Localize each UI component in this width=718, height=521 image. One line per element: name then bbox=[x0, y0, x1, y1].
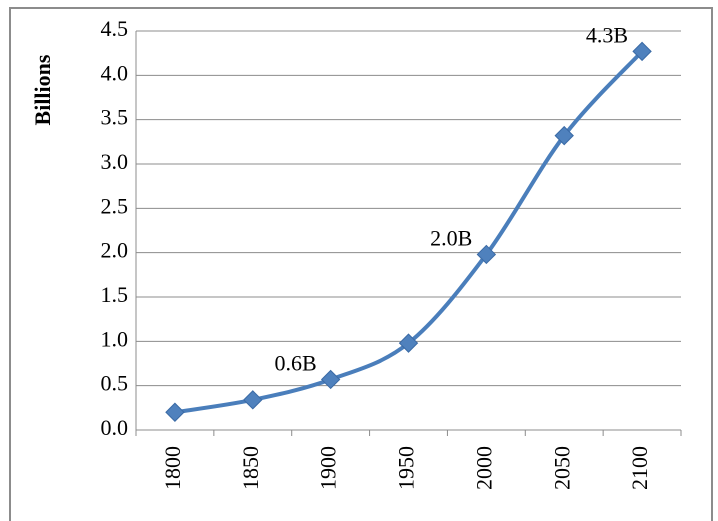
x-tick-label: 2100 bbox=[627, 446, 652, 490]
x-tick-label: 1950 bbox=[394, 446, 419, 490]
y-tick-label: 0.0 bbox=[101, 415, 129, 440]
data-point bbox=[398, 333, 419, 353]
series-line bbox=[174, 50, 644, 415]
y-tick-label: 2.0 bbox=[101, 238, 129, 263]
y-tick-label: 1.0 bbox=[101, 326, 129, 351]
data-point bbox=[165, 402, 185, 422]
y-tick-label: 4.0 bbox=[101, 60, 129, 85]
y-axis-title: Billions bbox=[30, 54, 55, 125]
y-tick-label: 2.5 bbox=[101, 193, 129, 218]
data-point bbox=[243, 390, 263, 410]
x-tick-label: 1900 bbox=[316, 446, 341, 490]
data-label: 0.6B bbox=[274, 351, 316, 376]
x-tick-label: 2050 bbox=[549, 446, 574, 490]
y-tick-label: 0.5 bbox=[101, 371, 129, 396]
data-label: 4.3B bbox=[586, 22, 628, 47]
x-tick-label: 1800 bbox=[160, 446, 185, 490]
chart-frame bbox=[9, 7, 713, 521]
y-tick-label: 4.5 bbox=[101, 16, 129, 41]
y-tick-label: 3.0 bbox=[101, 149, 129, 174]
x-tick-label: 2000 bbox=[471, 446, 496, 490]
data-label: 2.0B bbox=[430, 225, 472, 250]
data-point bbox=[320, 369, 341, 390]
data-point bbox=[476, 244, 497, 265]
x-tick-label: 1850 bbox=[238, 446, 263, 490]
data-point bbox=[632, 41, 652, 62]
y-tick-label: 3.5 bbox=[101, 105, 129, 130]
y-tick-label: 1.5 bbox=[101, 282, 129, 307]
data-point bbox=[554, 125, 574, 146]
